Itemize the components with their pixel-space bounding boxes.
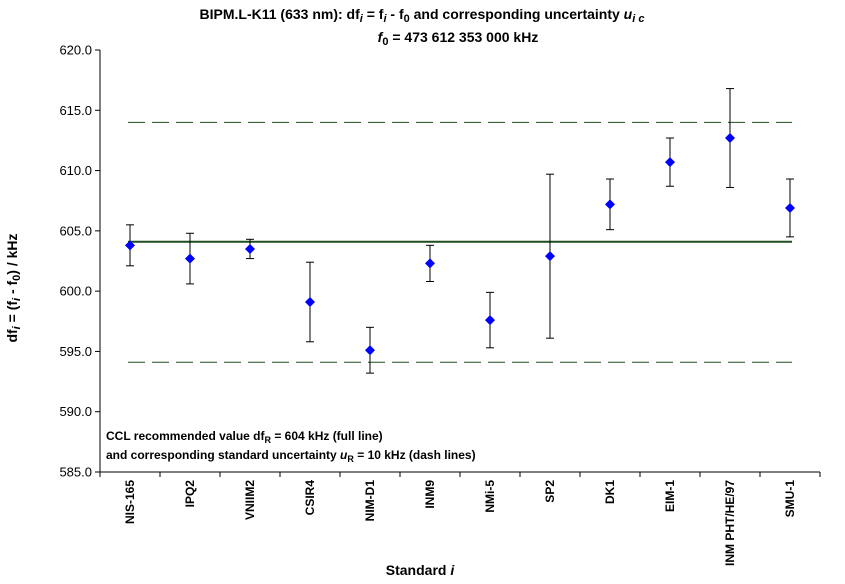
x-tick-label: CSIR4: [303, 480, 317, 516]
data-point: [425, 258, 435, 269]
x-tick-label: NMi-5: [483, 480, 497, 513]
data-point: [305, 296, 315, 307]
error-bars: [126, 88, 794, 374]
data-point: [365, 345, 375, 356]
chart-title-line1: BIPM.L-K11 (633 nm): dfi = fi - f0 and c…: [200, 6, 645, 25]
x-tick-label: INM9: [423, 480, 437, 509]
y-tick-label: 620.0: [59, 43, 92, 58]
y-tick-label: 610.0: [59, 163, 92, 178]
x-tick-label: NIM-D1: [363, 480, 377, 522]
data-points: [125, 133, 795, 356]
data-point: [785, 202, 795, 213]
x-tick-label: INM PHT/HE/97: [723, 480, 737, 566]
y-tick-label: 590.0: [59, 404, 92, 419]
reference-lines: [128, 121, 792, 363]
data-point: [545, 251, 555, 262]
data-point: [185, 253, 195, 264]
chart-title-line2: f0 = 473 612 353 000 kHz: [378, 29, 539, 48]
x-tick-label: VNIIM2: [243, 480, 257, 520]
data-point: [665, 157, 675, 168]
x-axis-label: Standard i: [386, 562, 456, 578]
y-tick-label: 600.0: [59, 284, 92, 299]
x-tick-label: EIM-1: [663, 480, 677, 512]
data-point: [605, 199, 615, 210]
x-tick-label: IPQ2: [183, 480, 197, 508]
y-tick-label: 595.0: [59, 344, 92, 359]
y-tick-label: 605.0: [59, 223, 92, 238]
data-point: [245, 243, 255, 254]
data-point: [125, 240, 135, 251]
data-point: [485, 315, 495, 326]
annotation-line1: CCL recommended value dfR = 604 kHz (ful…: [106, 429, 383, 445]
y-ticks: 585.0 590.0 595.0 600.0 605.0 610.0 615.0 620.0: [59, 43, 100, 480]
y-axis-label: dfi = (fi - f0) / kHz: [4, 233, 23, 342]
x-tick-label: SMU-1: [783, 480, 797, 518]
x-ticks: NIS-165 IPQ2 VNIIM2 CSIR4 NIM-D1 INM9 NMi-5 SP2…: [99, 472, 821, 566]
y-tick-label: 585.0: [59, 465, 92, 480]
annotation-line2: and corresponding standard uncertainty u…: [106, 448, 476, 464]
data-point: [725, 133, 735, 144]
x-tick-label: DK1: [603, 480, 617, 504]
x-tick-label: SP2: [543, 480, 557, 503]
y-tick-label: 615.0: [59, 103, 92, 118]
x-tick-label: NIS-165: [123, 480, 137, 524]
